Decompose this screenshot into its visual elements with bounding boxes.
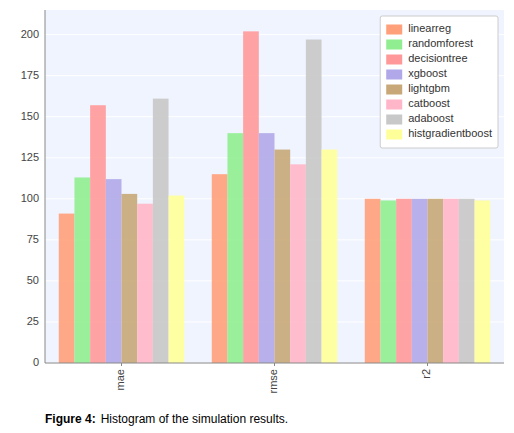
legend-label: catboost (408, 97, 450, 109)
bar (59, 214, 75, 363)
bar (122, 194, 138, 363)
bar (380, 200, 396, 363)
legend-swatch (386, 70, 402, 80)
x-tick (427, 363, 428, 366)
subtitle: Histogram of the simulation results. (101, 412, 288, 426)
bar (275, 150, 291, 363)
x-tick-label: rmse (267, 369, 279, 393)
y-axis (45, 10, 46, 363)
bar (74, 177, 90, 363)
y-tick-label: 0 (33, 356, 39, 368)
bar (365, 199, 381, 363)
grid (45, 35, 504, 363)
bar (412, 199, 428, 363)
bar (212, 174, 228, 363)
legend-label: xgboost (408, 67, 447, 79)
bar (153, 99, 169, 363)
bar (459, 199, 475, 363)
x-tick-label: mae (114, 369, 126, 390)
legend-swatch (386, 40, 402, 50)
bar (306, 40, 322, 363)
legend-swatch (386, 115, 402, 125)
legend-swatch (386, 130, 402, 140)
chart: 0 25 50 75 100 125 150 175 200 mae rmse r2 linearreg… (0, 0, 514, 433)
y-tick-label: 100 (21, 192, 39, 204)
bar (169, 196, 185, 363)
x-tick (121, 363, 122, 366)
legend-label: histgradientboost (408, 127, 492, 139)
legend-label: linearreg (408, 22, 451, 34)
legend-swatch (386, 85, 402, 95)
bar (396, 199, 412, 363)
legend-swatch (386, 100, 402, 110)
bar (106, 179, 122, 363)
legend-swatch (386, 25, 402, 35)
legend-swatch (386, 55, 402, 65)
x-tick (274, 363, 275, 366)
y-tick-label: 200 (21, 28, 39, 40)
bar (137, 204, 153, 363)
legend-label: randomforest (408, 37, 473, 49)
bar (259, 133, 275, 363)
y-tick-label: 125 (21, 151, 39, 163)
bar (290, 164, 306, 363)
legend-label: lightgbm (408, 82, 450, 94)
bar (322, 150, 338, 363)
y-tick-label: 150 (21, 110, 39, 122)
y-tick-label: 50 (27, 274, 39, 286)
title: Figure 4: (45, 412, 96, 426)
x-tick-label: r2 (420, 369, 432, 379)
bar (243, 31, 259, 363)
legend-box (380, 16, 498, 148)
bar (443, 199, 459, 363)
bar (227, 133, 243, 363)
y-tick-label: 175 (21, 69, 39, 81)
y-tick-label: 75 (27, 233, 39, 245)
y-tick-label: 25 (27, 315, 39, 327)
caption: Figure 4: Histogram of the simulation res… (45, 412, 288, 426)
legend-label: decisiontree (408, 52, 467, 64)
bar (90, 105, 106, 363)
legend-label: adaboost (408, 112, 453, 124)
bar (475, 200, 491, 363)
plot-area (45, 10, 504, 363)
bar (428, 199, 444, 363)
legend: linearreg randomforest decisiontree xgboost… (380, 16, 498, 148)
